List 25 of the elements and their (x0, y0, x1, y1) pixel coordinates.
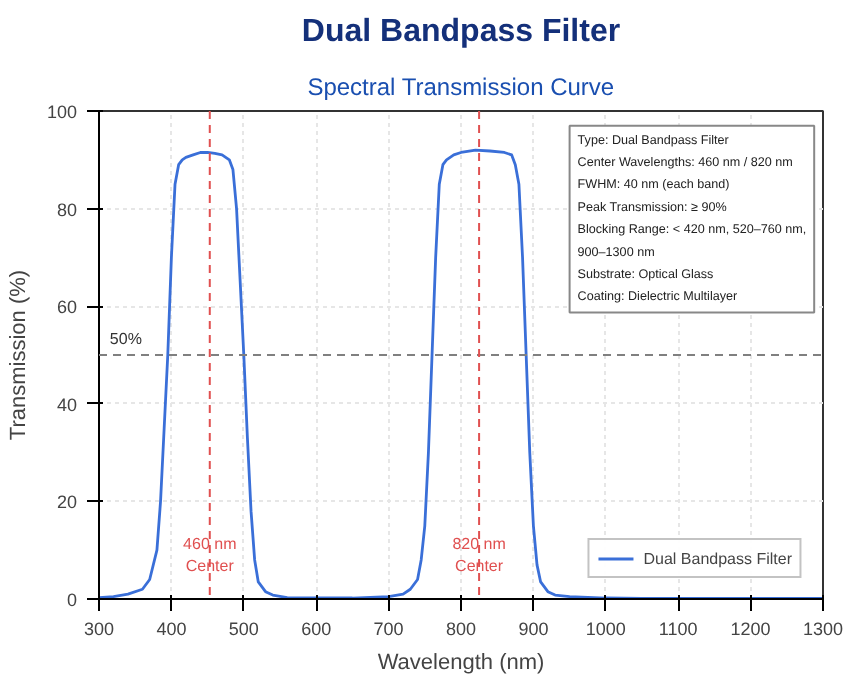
x-tick-label: 1100 (658, 619, 698, 639)
x-tick-label: 600 (301, 619, 332, 639)
ref-line-label: 460 nm Center (183, 535, 238, 575)
y-tick-label: 60 (56, 297, 78, 318)
y-tick-label: 20 (56, 492, 78, 513)
x-tick-label: 500 (228, 619, 259, 639)
x-tick-label: 800 (445, 619, 477, 639)
chart-title: Dual Bandpass Filter (301, 15, 621, 49)
x-tick-label: 300 (83, 619, 115, 639)
ref-line-label: 50% (109, 329, 142, 348)
y-tick-label: 0 (66, 590, 78, 610)
x-tick-label: 1200 (730, 619, 771, 639)
x-tick-label: 1000 (585, 619, 626, 639)
ref-line-label: 820 nm Center (452, 535, 507, 575)
y-tick-label: 100 (46, 102, 78, 122)
legend-label: Dual Bandpass Filter (643, 548, 792, 568)
y-tick-label: 80 (56, 199, 78, 220)
y-axis-title: Transmission (%) (6, 269, 31, 441)
x-tick-label: 1300 (802, 619, 844, 639)
x-tick-label: 400 (156, 619, 187, 639)
x-tick-label: 900 (518, 619, 549, 639)
y-tick-label: 40 (56, 394, 78, 415)
chart-subtitle: Spectral Transmission Curve (307, 73, 615, 101)
x-tick-label: 700 (373, 619, 404, 639)
x-axis-title: Wavelength (nm) (377, 651, 545, 675)
